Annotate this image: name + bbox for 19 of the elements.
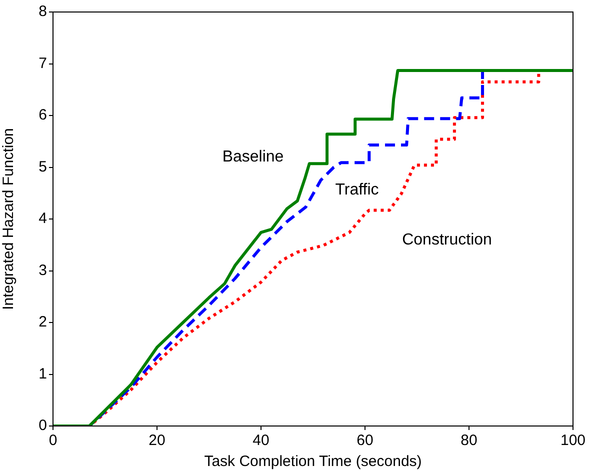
x-tick-label: 80 bbox=[460, 432, 478, 450]
x-tick-label: 20 bbox=[148, 432, 166, 450]
series-label: Baseline bbox=[222, 148, 284, 166]
x-tick-label: 100 bbox=[560, 432, 586, 450]
series-label: Traffic bbox=[335, 181, 379, 198]
x-axis-title: Task Completion Time (seconds) bbox=[204, 453, 422, 470]
x-tick-label: 60 bbox=[356, 432, 374, 450]
y-tick-label: 3 bbox=[38, 262, 47, 279]
y-tick-label: 5 bbox=[38, 158, 47, 176]
y-tick-label: 1 bbox=[38, 365, 47, 382]
y-tick-label: 6 bbox=[38, 106, 47, 124]
y-tick-label: 0 bbox=[38, 417, 47, 434]
y-axis-title: Integrated Hazard Function bbox=[0, 128, 18, 310]
y-tick-label: 8 bbox=[38, 3, 47, 20]
y-tick-label: 7 bbox=[38, 54, 47, 72]
y-tick-label: 2 bbox=[38, 314, 47, 331]
x-tick-label: 40 bbox=[252, 432, 270, 450]
series-label: Construction bbox=[402, 231, 492, 248]
y-tick-label: 4 bbox=[38, 210, 47, 228]
